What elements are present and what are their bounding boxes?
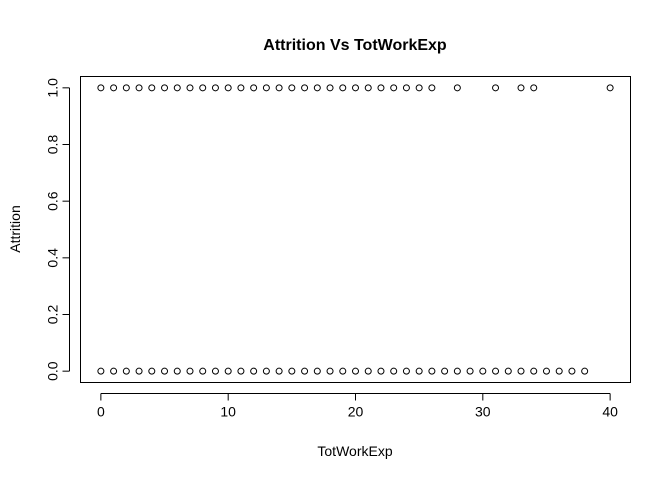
- data-point: [555, 367, 563, 375]
- data-point: [364, 367, 372, 375]
- data-point: [122, 84, 130, 92]
- data-point: [224, 367, 232, 375]
- data-point: [110, 367, 118, 375]
- data-point: [326, 84, 334, 92]
- data-point: [466, 367, 474, 375]
- data-point: [161, 367, 169, 375]
- data-point: [428, 84, 436, 92]
- chart-title: Attrition Vs TotWorkExp: [263, 37, 447, 54]
- data-point: [390, 367, 398, 375]
- y-tick-label: 0.2: [45, 305, 61, 325]
- data-point: [148, 367, 156, 375]
- data-point: [173, 84, 181, 92]
- data-point: [224, 84, 232, 92]
- data-point: [250, 84, 258, 92]
- data-point: [199, 84, 207, 92]
- data-point: [364, 84, 372, 92]
- y-tick-label: 1.0: [45, 78, 61, 98]
- data-point: [530, 367, 538, 375]
- data-point: [122, 367, 130, 375]
- data-point: [173, 367, 181, 375]
- data-point: [390, 84, 398, 92]
- x-axis: 0 10 20 30 40: [97, 393, 618, 420]
- data-point: [492, 367, 500, 375]
- data-point: [517, 84, 525, 92]
- x-tick-label: 10: [220, 404, 236, 420]
- x-axis-label: TotWorkExp: [317, 443, 392, 459]
- data-point: [352, 367, 359, 375]
- data-point: [186, 367, 194, 375]
- y-axis-label: Attrition: [7, 205, 23, 252]
- x-tick-label: 40: [602, 404, 618, 420]
- data-point: [415, 367, 423, 375]
- data-point: [275, 84, 283, 92]
- data-point: [453, 367, 461, 375]
- data-point: [161, 84, 169, 92]
- x-tick-label: 30: [475, 404, 491, 420]
- data-point: [377, 84, 385, 92]
- y-tick-label: 0.0: [45, 361, 61, 381]
- data-point: [402, 84, 410, 92]
- x-tick-label: 20: [348, 404, 364, 420]
- data-point: [377, 367, 385, 375]
- data-point: [453, 84, 461, 92]
- data-point: [97, 367, 105, 375]
- data-point: [326, 367, 334, 375]
- data-point: [288, 84, 296, 92]
- data-point: [301, 367, 309, 375]
- data-point: [250, 367, 258, 375]
- y-tick-label: 0.4: [45, 248, 61, 268]
- data-point: [110, 84, 118, 92]
- data-point: [530, 84, 538, 92]
- data-point: [606, 84, 614, 92]
- data-point: [415, 84, 423, 92]
- data-point: [301, 84, 309, 92]
- data-point: [237, 367, 245, 375]
- data-point: [313, 367, 321, 375]
- data-point: [339, 367, 347, 375]
- data-point: [428, 367, 436, 375]
- y-tick-label: 0.8: [45, 135, 61, 155]
- data-point: [135, 84, 143, 92]
- data-point: [211, 84, 219, 92]
- data-point: [237, 84, 245, 92]
- data-point: [339, 84, 347, 92]
- data-point: [504, 367, 512, 375]
- data-point: [542, 367, 550, 375]
- y-tick-label: 0.6: [45, 191, 61, 211]
- plot-area-border: [80, 76, 631, 383]
- data-point: [479, 367, 487, 375]
- y-axis: 0.0 0.2 0.4 0.6 0.8 1.0: [45, 78, 70, 381]
- data-point: [262, 84, 270, 92]
- data-point: [441, 367, 449, 375]
- data-point: [262, 367, 270, 375]
- data-point: [186, 84, 194, 92]
- data-point: [352, 84, 359, 92]
- data-point: [148, 84, 156, 92]
- data-point: [135, 367, 143, 375]
- x-tick-label: 0: [97, 404, 105, 420]
- data-point: [97, 84, 105, 92]
- data-point: [517, 367, 525, 375]
- data-points: [97, 84, 614, 375]
- data-point: [275, 367, 283, 375]
- data-point: [288, 367, 296, 375]
- data-point: [581, 367, 589, 375]
- data-point: [402, 367, 410, 375]
- data-point: [568, 367, 576, 375]
- data-point: [199, 367, 207, 375]
- data-point: [492, 84, 500, 92]
- data-point: [313, 84, 321, 92]
- data-point: [211, 367, 219, 375]
